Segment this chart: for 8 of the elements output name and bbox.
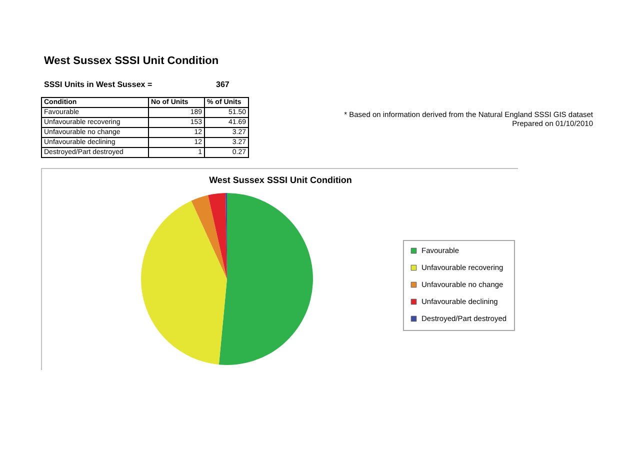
pie-slice [208, 193, 227, 279]
text: 367 [216, 80, 230, 89]
chart-title: West Sussex SSSI Unit Condition [209, 175, 352, 185]
pie-slice [141, 200, 227, 365]
pie-slice [218, 193, 313, 365]
text: West Sussex SSSI Unit Condition [44, 55, 219, 67]
pie-slice [191, 195, 227, 279]
text: SSSI Units in West Sussex = [44, 80, 152, 89]
